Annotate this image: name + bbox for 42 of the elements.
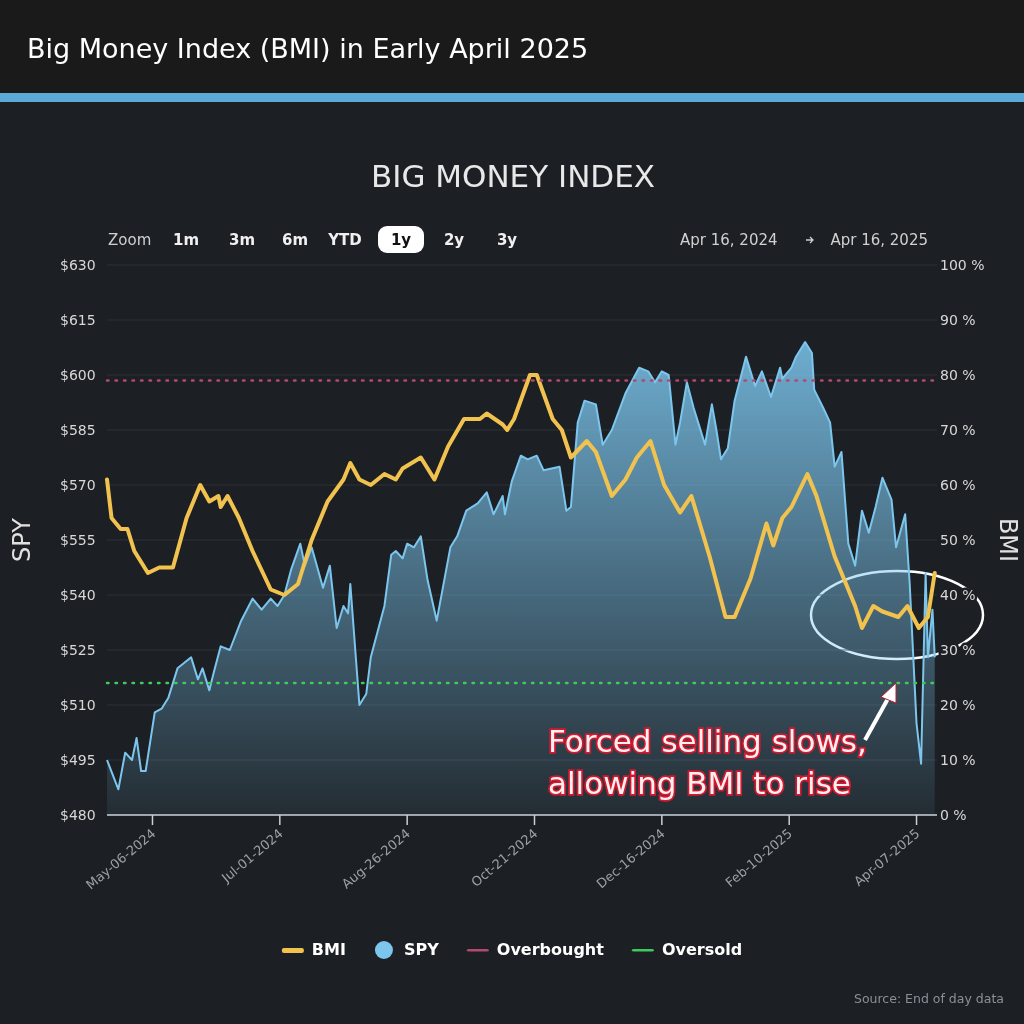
- text: Apr 16, 2024: [680, 231, 778, 249]
- text: 6m: [281, 231, 309, 249]
- y-tick-label: $615: [60, 312, 96, 328]
- y-tick-label: $570: [60, 477, 96, 493]
- text: 1y: [390, 231, 412, 249]
- y2-tick-label: 70 %: [940, 422, 976, 438]
- y-tick-label: $480: [60, 807, 96, 823]
- annotation: Forced selling slows, allowing BMI to rise: [548, 723, 867, 801]
- y-tick-label: $510: [60, 697, 96, 713]
- text: 2y: [443, 231, 465, 249]
- y-tick-label: $525: [60, 642, 96, 658]
- y2-tick-label: 90 %: [940, 312, 976, 328]
- text: YTD: [327, 231, 362, 249]
- legend-label: BMI: [311, 940, 346, 959]
- y-axis-title: SPY: [8, 517, 36, 562]
- y-tick-label: $555: [60, 532, 96, 548]
- y2-tick-label: 10 %: [940, 752, 976, 768]
- text: Zoom: [108, 231, 152, 249]
- y-tick-label: $600: [60, 367, 96, 383]
- y-tick-label: $495: [60, 752, 96, 768]
- y-tick-label: $630: [60, 257, 96, 273]
- text: 3y: [496, 231, 518, 249]
- legend-label: Oversold: [661, 940, 743, 959]
- y2-axis-title: BMI: [994, 517, 1022, 563]
- chart-title: Big Money Index (BMI) in Early April 2025: [27, 33, 589, 64]
- source-note: Source: End of day data: [854, 991, 1004, 1006]
- y2-tick-label: 40 %: [940, 587, 976, 603]
- legend-label: Overbought: [496, 940, 605, 959]
- y2-tick-label: 80 %: [940, 367, 976, 383]
- text: 1m: [172, 231, 200, 249]
- y2-tick-label: 20 %: [940, 697, 976, 713]
- text: Apr 16, 2025: [830, 231, 928, 249]
- y2-tick-label: 50 %: [940, 532, 976, 548]
- y2-tick-label: 60 %: [940, 477, 976, 493]
- legend-label: SPY: [403, 940, 440, 959]
- y-tick-label: $585: [60, 422, 96, 438]
- chart-subtitle: BIG MONEY INDEX: [370, 158, 656, 194]
- y2-tick-label: 100 %: [940, 257, 985, 273]
- line-series: [105, 373, 937, 630]
- y2-tick-label: 0 %: [940, 807, 967, 823]
- y-tick-label: $540: [60, 587, 96, 603]
- text: 3m: [228, 231, 256, 249]
